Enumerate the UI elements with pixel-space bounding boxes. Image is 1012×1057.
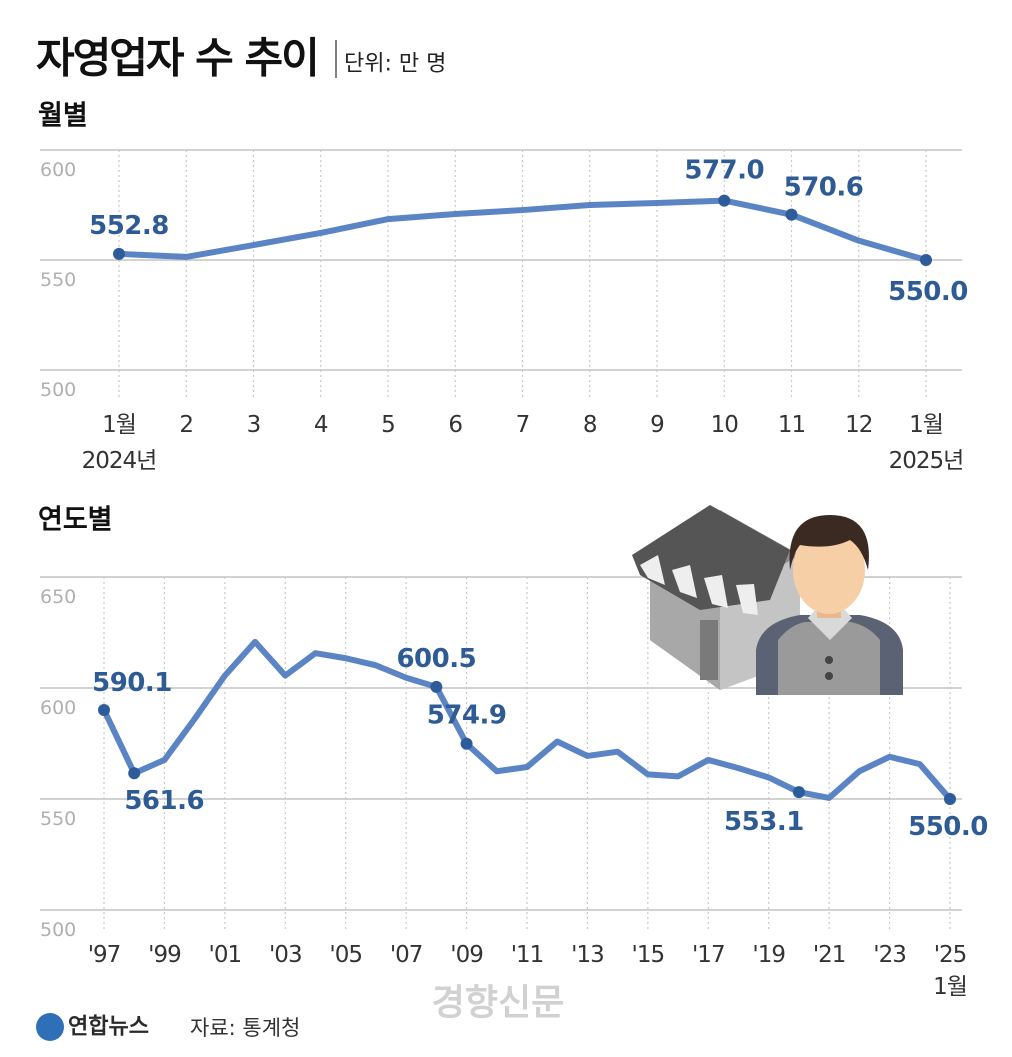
data-label: 600.5 bbox=[396, 644, 476, 674]
x-tick-label: 9 bbox=[650, 412, 664, 438]
x-tick-label: '15 bbox=[632, 942, 665, 968]
logo: 연합뉴스 bbox=[68, 1014, 149, 1040]
x-tick-label: 2 bbox=[179, 412, 193, 438]
data-label: 577.0 bbox=[684, 156, 764, 186]
y-tick-label: 550 bbox=[40, 808, 76, 830]
charts: 500 550 600 1월 2 3 4 5 6 7 8 9 10 11 12 1월 2024년 2025년 552… bbox=[40, 149, 988, 1000]
data-point bbox=[430, 680, 443, 693]
data-label: 552.8 bbox=[89, 211, 169, 241]
x-tick-label: 6 bbox=[448, 412, 462, 438]
data-point bbox=[792, 786, 805, 799]
logo-mark bbox=[36, 1013, 64, 1041]
x-tick-label: 5 bbox=[381, 412, 395, 438]
line-chart: 500 550 600 1월 2 3 4 5 6 7 8 9 10 11 12 1월 2024년 2025년 552… bbox=[40, 149, 968, 474]
x-tick-label: '09 bbox=[450, 942, 483, 968]
x-tick-label: '03 bbox=[269, 942, 302, 968]
data-point bbox=[920, 254, 932, 266]
x-tick-label: '25 bbox=[934, 942, 967, 968]
data-point bbox=[785, 208, 798, 221]
data-point bbox=[944, 793, 956, 805]
data-label: 574.9 bbox=[427, 701, 507, 731]
y-tick-label: 650 bbox=[40, 586, 76, 608]
x-tick-label: 11 bbox=[778, 412, 805, 438]
x-tick-label: 1월 bbox=[909, 412, 943, 438]
line-chart: 500 550 600 650 '97 '99 '01 '03 '05 '07 '09 '11 '13 '… bbox=[40, 576, 988, 1000]
x-tick-label: '13 bbox=[571, 942, 604, 968]
x-tick-label: 8 bbox=[583, 412, 597, 438]
data-point bbox=[718, 194, 731, 207]
watermark: 경향신문 bbox=[432, 983, 564, 1024]
x-tick-label: '01 bbox=[209, 942, 242, 968]
data-label: 550.0 bbox=[908, 812, 988, 842]
y-tick-label: 600 bbox=[40, 159, 76, 181]
x-tick-label: '17 bbox=[692, 942, 725, 968]
data-label: 550.0 bbox=[888, 277, 968, 307]
x-tick-label: 7 bbox=[516, 412, 530, 438]
x-tick-label: '19 bbox=[752, 942, 785, 968]
chart-title: 연도별 bbox=[38, 505, 113, 536]
x-tick-label: '23 bbox=[873, 942, 906, 968]
y-tick-label: 500 bbox=[40, 919, 76, 941]
data-point bbox=[460, 737, 473, 750]
x-tick-label: 1월 bbox=[102, 412, 136, 438]
x-tick-label: 3 bbox=[247, 412, 261, 438]
x-tick-label: 10 bbox=[711, 412, 739, 438]
data-line bbox=[101, 638, 953, 802]
x-sublabel: 2025년 bbox=[889, 448, 964, 474]
data-label: 590.1 bbox=[92, 668, 172, 698]
x-tick-label: '99 bbox=[148, 942, 181, 968]
x-tick-label: '11 bbox=[511, 942, 544, 968]
y-tick-label: 500 bbox=[40, 379, 76, 401]
chart-title: 월별 bbox=[38, 101, 88, 132]
source: 자료: 통계청 bbox=[190, 1016, 300, 1040]
x-tick-label: '97 bbox=[88, 942, 121, 968]
x-sublabel: 2024년 bbox=[82, 448, 157, 474]
y-tick-label: 600 bbox=[40, 697, 76, 719]
x-tick-label: 4 bbox=[314, 412, 328, 438]
unit: 단위: 만 명 bbox=[344, 52, 446, 77]
data-label: 570.6 bbox=[784, 173, 864, 203]
data-point bbox=[98, 703, 110, 716]
x-tick-label: '07 bbox=[390, 942, 423, 968]
y-tick-label: 550 bbox=[40, 269, 76, 291]
data-label: 553.1 bbox=[724, 807, 804, 837]
data-label: 561.6 bbox=[124, 786, 204, 816]
title: 자영업자 수 추이 bbox=[36, 34, 318, 83]
x-tick-label: '21 bbox=[813, 942, 846, 968]
x-tick-label: 12 bbox=[845, 412, 872, 438]
x-sublabel: 1월 bbox=[933, 974, 967, 1000]
data-point bbox=[113, 247, 125, 260]
data-point bbox=[128, 767, 141, 780]
x-tick-label: '05 bbox=[329, 942, 362, 968]
person-illustration bbox=[756, 515, 903, 695]
